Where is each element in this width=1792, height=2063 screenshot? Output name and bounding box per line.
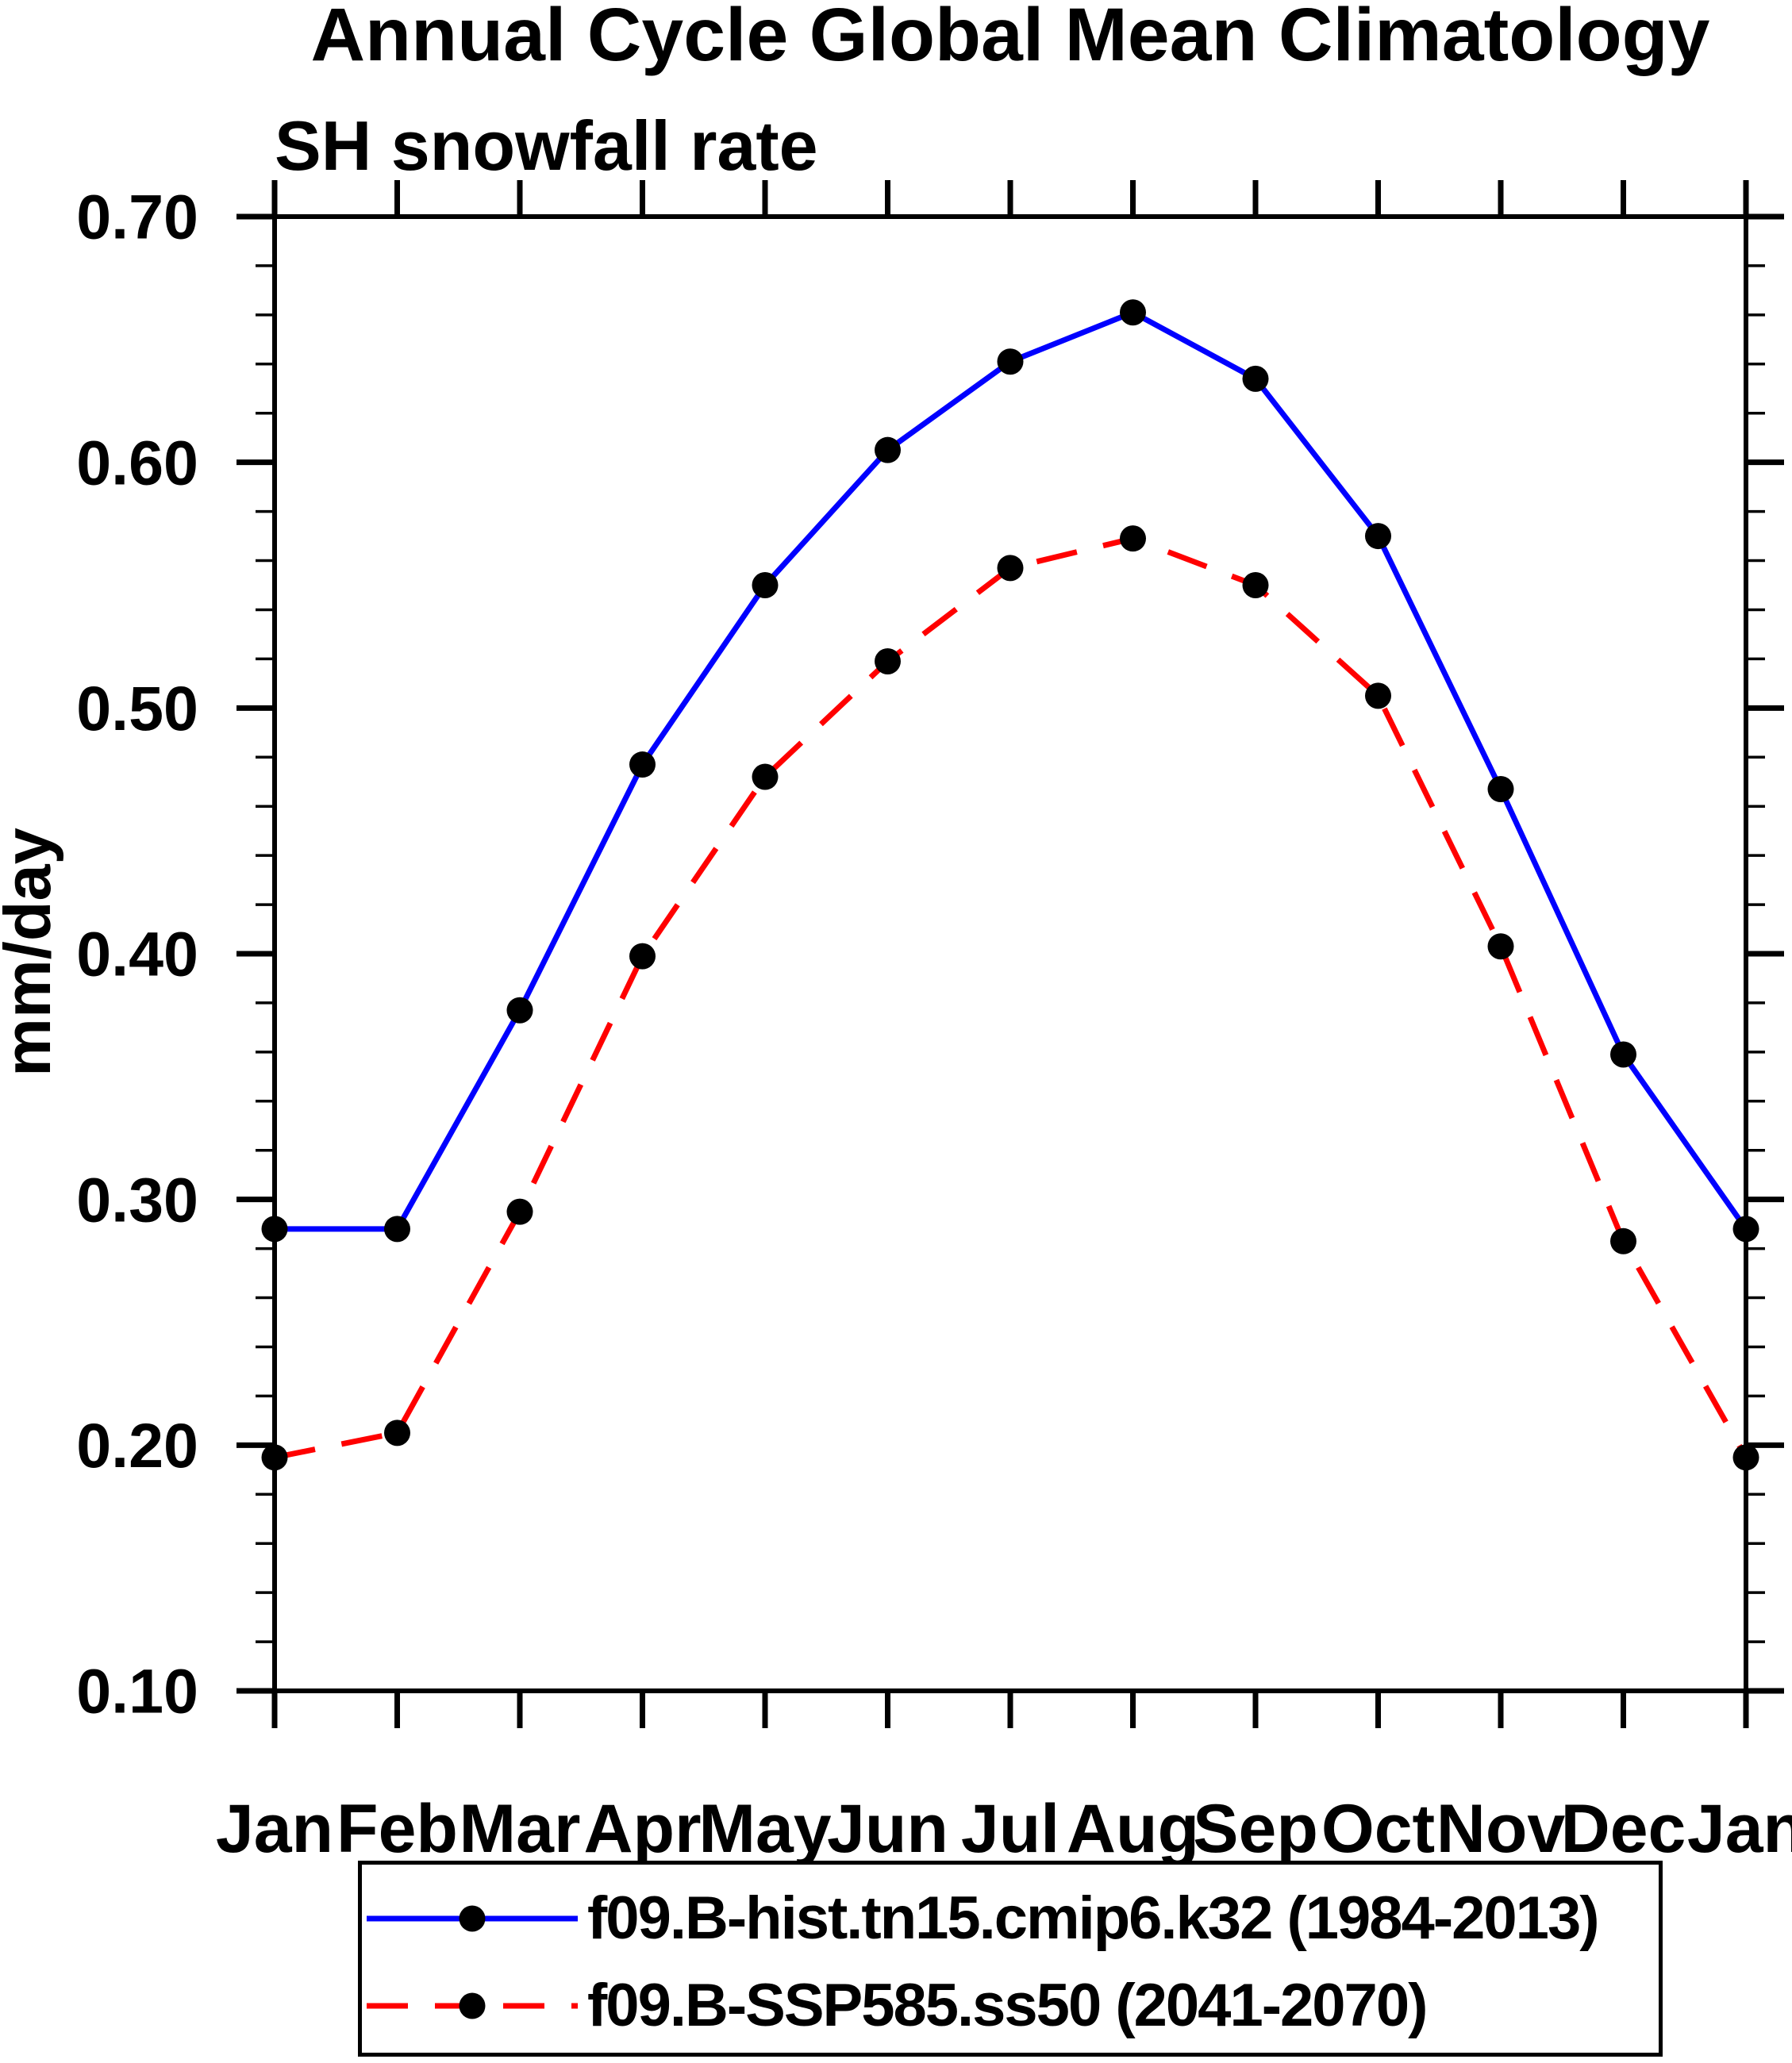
data-point-s0-Sep [1242,365,1269,392]
series-line-1 [274,536,1749,1461]
data-point-s0-Jul [997,348,1024,375]
plot-border [272,214,1748,1693]
x-tick-label: Feb [336,1791,458,1867]
legend-marker-dot [459,1905,486,1932]
legend-label-ssp: f09.B-SSP585.ss50 (2041-2070) [587,1972,1428,2039]
data-point-s0-Nov [1487,776,1514,803]
y-tick-label: 0.60 [76,427,198,498]
legend-box: f09.B-hist.tn15.cmip6.k32 (1984-2013) f0… [358,1861,1663,2057]
x-tick-label: Sep [1193,1791,1318,1867]
data-point-s1-Dec [1610,1227,1636,1254]
x-tick-label: Nov [1436,1791,1566,1867]
data-point-s1-Oct [1365,682,1391,709]
chart-title: Annual Cycle Global Mean Climatology [310,0,1710,77]
data-point-s0-Aug [1120,299,1146,326]
x-tick-label: Jul [961,1791,1059,1867]
x-tick-label: Oct [1321,1791,1435,1867]
y-tick-label: 0.50 [76,673,198,743]
x-tick-label: Dec [1561,1791,1686,1867]
x-tick-label: Jun [827,1791,948,1867]
data-point-s0-Oct [1365,523,1391,550]
legend-label-hist: f09.B-hist.tn15.cmip6.k32 (1984-2013) [587,1884,1600,1952]
data-point-s0-Apr [629,751,656,778]
legend-marker-dot [459,1992,486,2019]
data-point-s0-Feb [384,1216,410,1243]
data-point-s0-Jan [261,1216,288,1243]
x-tick-label: May [698,1791,831,1867]
data-point-s1-Feb [384,1420,410,1446]
x-tick-label: Apr [583,1791,701,1867]
data-point-s1-Nov [1487,933,1514,960]
legend-sample-ssp [367,1992,578,2019]
data-point-s0-Dec [1610,1041,1636,1068]
data-point-s0-Mar [506,997,533,1024]
y-tick-label: 0.40 [76,919,198,989]
x-tick-label: Aug [1067,1791,1199,1867]
data-point-s0-May [752,572,779,598]
series-line-0 [275,309,1748,1232]
data-point-s0-Jan [1732,1216,1759,1243]
y-tick-label: 0.20 [76,1410,198,1481]
data-point-s0-Jun [875,436,901,463]
x-tick-label: Jan [1687,1791,1792,1867]
data-point-s1-Apr [629,943,656,970]
y-tick-label: 0.30 [76,1164,198,1235]
chart-subtitle: SH snowfall rate [275,106,818,185]
data-point-s1-Sep [1242,572,1269,598]
data-point-s1-Jul [997,555,1024,582]
data-point-s1-Jan [261,1444,288,1471]
y-tick-label: 0.10 [76,1656,198,1727]
data-point-s1-Jun [875,647,901,674]
data-point-s1-Jan [1732,1444,1759,1471]
data-point-s1-Mar [506,1198,533,1225]
x-tick-label: Mar [460,1791,581,1867]
y-tick-label: 0.70 [76,182,198,252]
legend-sample-hist [367,1905,578,1932]
data-point-s1-Aug [1120,525,1146,552]
data-point-s1-May [752,763,779,790]
x-tick-label: Jan [216,1791,333,1867]
